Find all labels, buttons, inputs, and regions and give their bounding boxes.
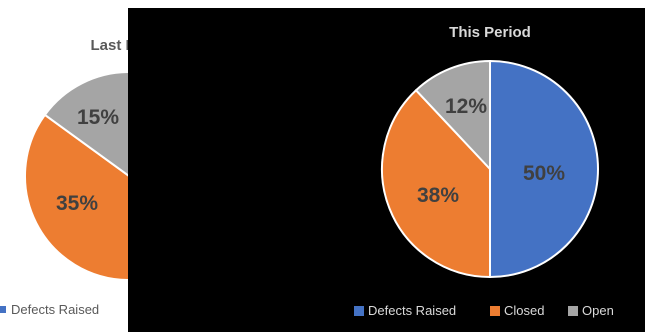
last-period-slice-closed [24, 113, 128, 281]
this-period-title: This Period [449, 24, 531, 41]
last-period-open-label: 15% [77, 106, 119, 129]
this-period-legend-swatch-open [568, 306, 578, 316]
this-period-closed-label: 38% [417, 184, 459, 207]
this-period-slice-defects-raised [489, 59, 599, 279]
this-period-chart: This Period 50% 38% 12% Defects Raised C… [354, 24, 614, 318]
last-period-legend-label-defects-raised: Defects Raised [11, 302, 99, 317]
this-period-open-label: 12% [445, 95, 487, 118]
this-period-legend-label-closed: Closed [504, 303, 544, 318]
this-period-legend-swatch-defects-raised [354, 306, 364, 316]
this-period-slice-open [414, 59, 491, 172]
this-period-slices [381, 59, 599, 279]
this-period-legend-label-defects-raised: Defects Raised [368, 303, 456, 318]
last-period-legend-swatch-defects-raised [0, 306, 6, 313]
last-period-title: Last P [90, 37, 135, 54]
last-period-closed-label: 35% [56, 192, 98, 215]
this-period-defects-raised-label: 50% [523, 162, 565, 185]
this-period-legend-label-open: Open [582, 303, 614, 318]
last-period-slice-open [43, 71, 128, 177]
last-period-chart: Last P 15% 35% Defects Raised [0, 37, 135, 317]
last-period-slices [24, 71, 128, 281]
this-period-legend-swatch-closed [490, 306, 500, 316]
this-period-slice-closed [381, 88, 491, 279]
